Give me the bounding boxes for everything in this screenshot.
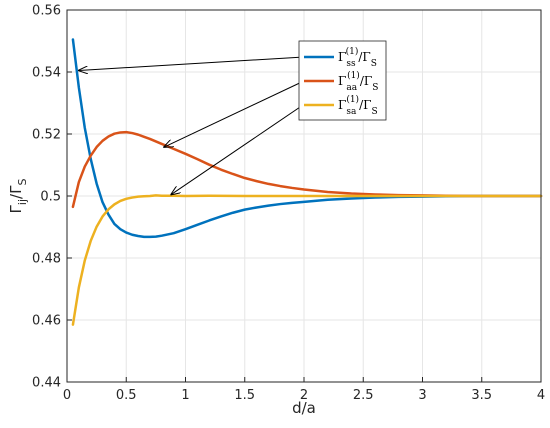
svg-text:Γij/ΓS: Γij/ΓS	[7, 179, 29, 214]
annotation-arrows	[79, 56, 307, 194]
y-axis-label: Γij/ΓS	[7, 179, 29, 214]
series-line-sa	[71, 194, 543, 326]
x-tick-label: 3.5	[471, 388, 492, 403]
y-tick-label: 0.5	[40, 190, 61, 205]
y-tick-label: 0.56	[32, 4, 61, 19]
x-tick-label: 1.5	[234, 388, 255, 403]
x-tick-label: 1	[181, 388, 189, 403]
annotation-arrow-sa	[171, 102, 307, 194]
legend-label-ss: Γss(1)/ΓS	[338, 46, 377, 69]
x-tick-label: 2	[300, 388, 308, 403]
legend-label-sa: Γsa(1)/ΓS	[338, 94, 378, 117]
legend-label-aa: Γaa(1)/ΓS	[338, 70, 378, 93]
series-layer	[71, 38, 543, 326]
y-tick-label: 0.54	[32, 66, 61, 81]
y-tick-label: 0.44	[32, 376, 61, 391]
annotation-arrow-ss	[79, 56, 305, 70]
annotation-arrow-aa	[164, 79, 307, 147]
y-tick-label: 0.46	[32, 314, 61, 329]
x-tick-label: 0	[63, 388, 71, 403]
x-tick-label: 0.5	[116, 388, 137, 403]
ticks: 0 0.5 1 1.5 2 2.5 3 3.5 4 0.44 0.46 0.48 0.5 0.52 0.54…	[32, 4, 545, 404]
y-tick-label: 0.52	[32, 128, 61, 143]
x-tick-label: 3	[418, 388, 426, 403]
y-tick-label: 0.48	[32, 252, 61, 267]
x-axis-label: d/a	[292, 399, 316, 417]
x-tick-label: 4	[537, 388, 545, 403]
x-tick-label: 2.5	[353, 388, 374, 403]
